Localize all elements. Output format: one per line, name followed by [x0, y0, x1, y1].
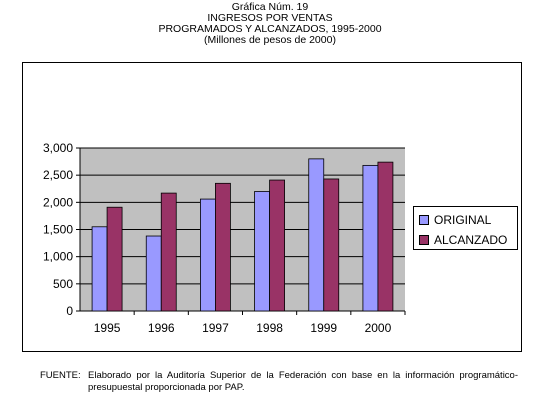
bar-original-1998 — [254, 191, 270, 312]
x-tick-label: 2000 — [365, 321, 392, 335]
x-tick-label: 1995 — [94, 321, 121, 335]
y-tick-label: 1,500 — [43, 223, 73, 237]
chart-title: INGRESOS POR VENTAS — [207, 12, 333, 24]
x-tick-label: 1997 — [202, 321, 229, 335]
chart-frame: 0 500 1,000 1,500 2,000 2,500 3,000 1995 1996 199… — [22, 62, 522, 352]
bar-chart: 0 500 1,000 1,500 2,000 2,500 3,000 1995 1996 199… — [43, 141, 406, 335]
chart-number: Gráfica Núm. 19 — [231, 1, 309, 13]
x-tick-label: 1999 — [310, 321, 337, 335]
bar-original-1995 — [91, 226, 108, 312]
legend-label-alcanzado: ALCANZADO — [434, 233, 508, 247]
bar-alcanzado-1997 — [215, 182, 231, 312]
chart-titles: Gráfica Núm. 19 INGRESOS POR VENTAS PROG… — [0, 2, 540, 46]
bar-alcanzado-1998 — [269, 179, 285, 312]
bar-alcanzado-1999 — [323, 178, 340, 312]
bar-alcanzado-1995 — [106, 206, 123, 312]
chart-units: (Millones de pesos de 2000) — [204, 34, 336, 46]
bar-original-1996 — [145, 235, 162, 312]
legend-swatch-alcanzado — [419, 235, 429, 245]
y-tick-label: 1,000 — [43, 250, 73, 264]
y-tick-label: 3,000 — [43, 141, 73, 155]
legend-label-original: ORIGINAL — [434, 213, 492, 227]
bar-alcanzado-2000 — [377, 161, 394, 312]
y-tick-label: 500 — [53, 277, 73, 291]
source-label: FUENTE: — [40, 370, 81, 381]
x-tick-label: 1998 — [256, 321, 283, 335]
chart-subtitle: PROGRAMADOS Y ALCANZADOS, 1995-2000 — [158, 23, 382, 35]
legend-item-original: ORIGINAL — [419, 213, 491, 227]
x-tick-label: 1996 — [148, 321, 175, 335]
legend-item-alcanzado: ALCANZADO — [419, 233, 507, 247]
bar-original-1999 — [308, 158, 325, 312]
bar-original-1997 — [200, 198, 216, 312]
bar-original-2000 — [362, 164, 379, 312]
source-text: Elaborado por la Auditoría Superior de l… — [88, 370, 518, 393]
bar-alcanzado-1996 — [160, 192, 177, 312]
y-tick-label: 2,000 — [43, 195, 73, 209]
y-tick-label: 2,500 — [43, 168, 73, 182]
y-tick-label: 0 — [66, 304, 73, 318]
legend: ORIGINAL ALCANZADO — [413, 206, 518, 250]
legend-swatch-original — [419, 215, 429, 225]
